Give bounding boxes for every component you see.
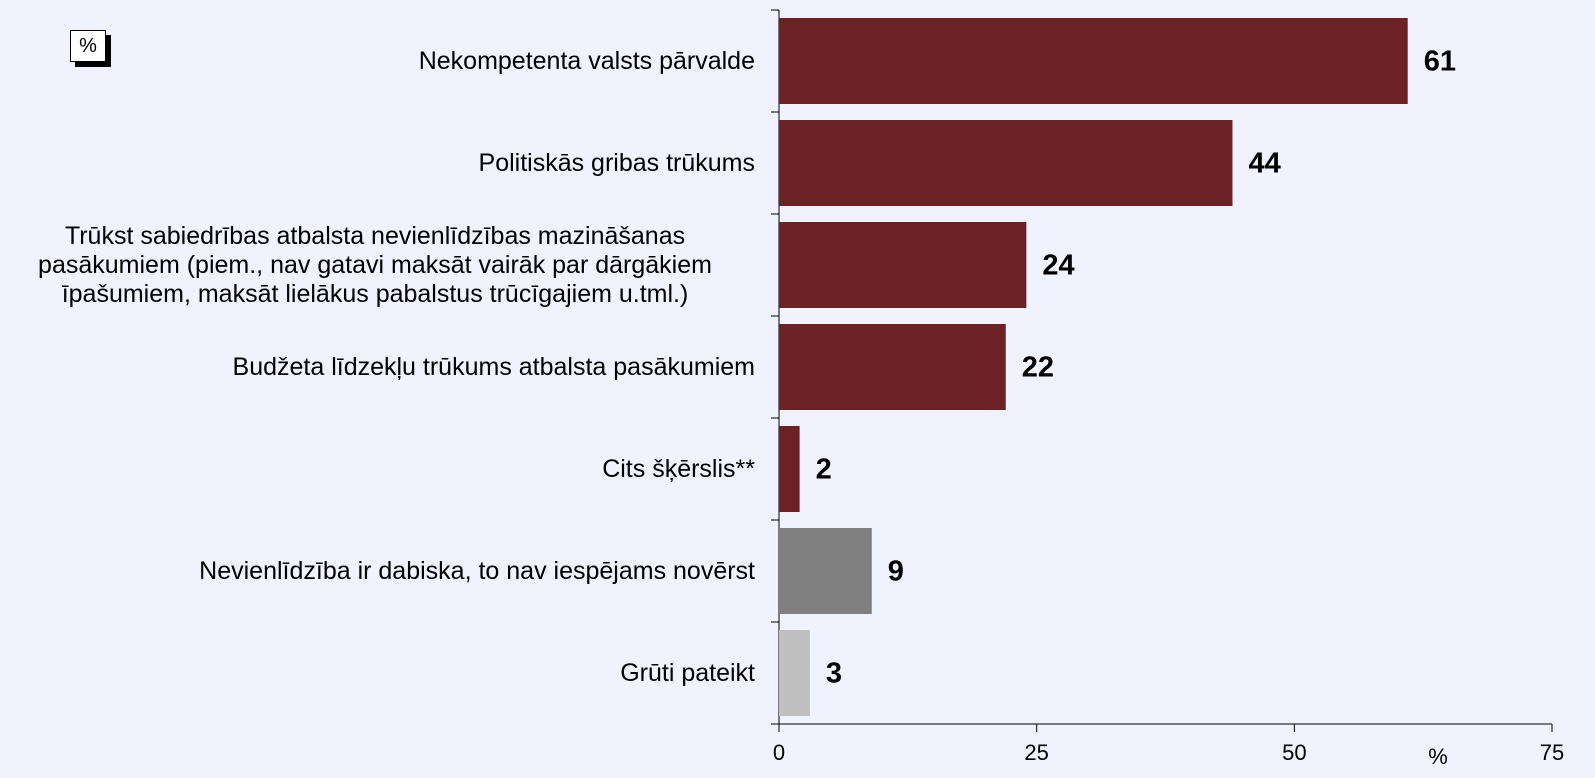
value-label: 24 (1042, 250, 1074, 282)
value-label: 44 (1248, 148, 1280, 180)
category-label: Politiskās gribas trūkums (0, 112, 755, 214)
unit-box: % (70, 30, 106, 62)
bar (779, 528, 872, 614)
bar (779, 120, 1233, 206)
category-label: Trūkst sabiedrības atbalsta nevienlīdzīb… (0, 214, 755, 316)
category-text: Trūkst sabiedrības atbalsta nevienlīdzīb… (38, 221, 712, 308)
category-text: Politiskās gribas trūkums (478, 148, 755, 177)
bar (779, 630, 810, 716)
value-label: 9 (888, 556, 904, 588)
x-tick-label: 0 (773, 740, 785, 765)
value-label: 2 (816, 454, 832, 486)
bar (779, 222, 1027, 308)
x-tick-label: 75 (1540, 740, 1564, 765)
category-label: Cits šķērslis** (0, 418, 755, 520)
category-label: Budžeta līdzekļu trūkums atbalsta pasāku… (0, 316, 755, 418)
value-label: 22 (1022, 352, 1054, 384)
bar (779, 324, 1006, 410)
x-tick-label: 25 (1024, 740, 1048, 765)
category-text: Cits šķērslis** (602, 454, 755, 483)
category-text: Nekompetenta valsts pārvalde (418, 46, 755, 75)
value-label: 61 (1424, 46, 1456, 78)
x-axis-label: % (1428, 744, 1448, 769)
value-label: 3 (826, 658, 842, 690)
category-text: Grūti pateikt (620, 658, 755, 687)
category-label: Nekompetenta valsts pārvalde (0, 10, 755, 112)
category-label: Grūti pateikt (0, 622, 755, 724)
category-text: Budžeta līdzekļu trūkums atbalsta pasāku… (232, 352, 755, 381)
x-tick-label: 50 (1282, 740, 1306, 765)
category-text: Nevienlīdzība ir dabiska, to nav iespēja… (199, 556, 755, 585)
bar (779, 426, 800, 512)
bar (779, 18, 1408, 104)
category-label: Nevienlīdzība ir dabiska, to nav iespēja… (0, 520, 755, 622)
